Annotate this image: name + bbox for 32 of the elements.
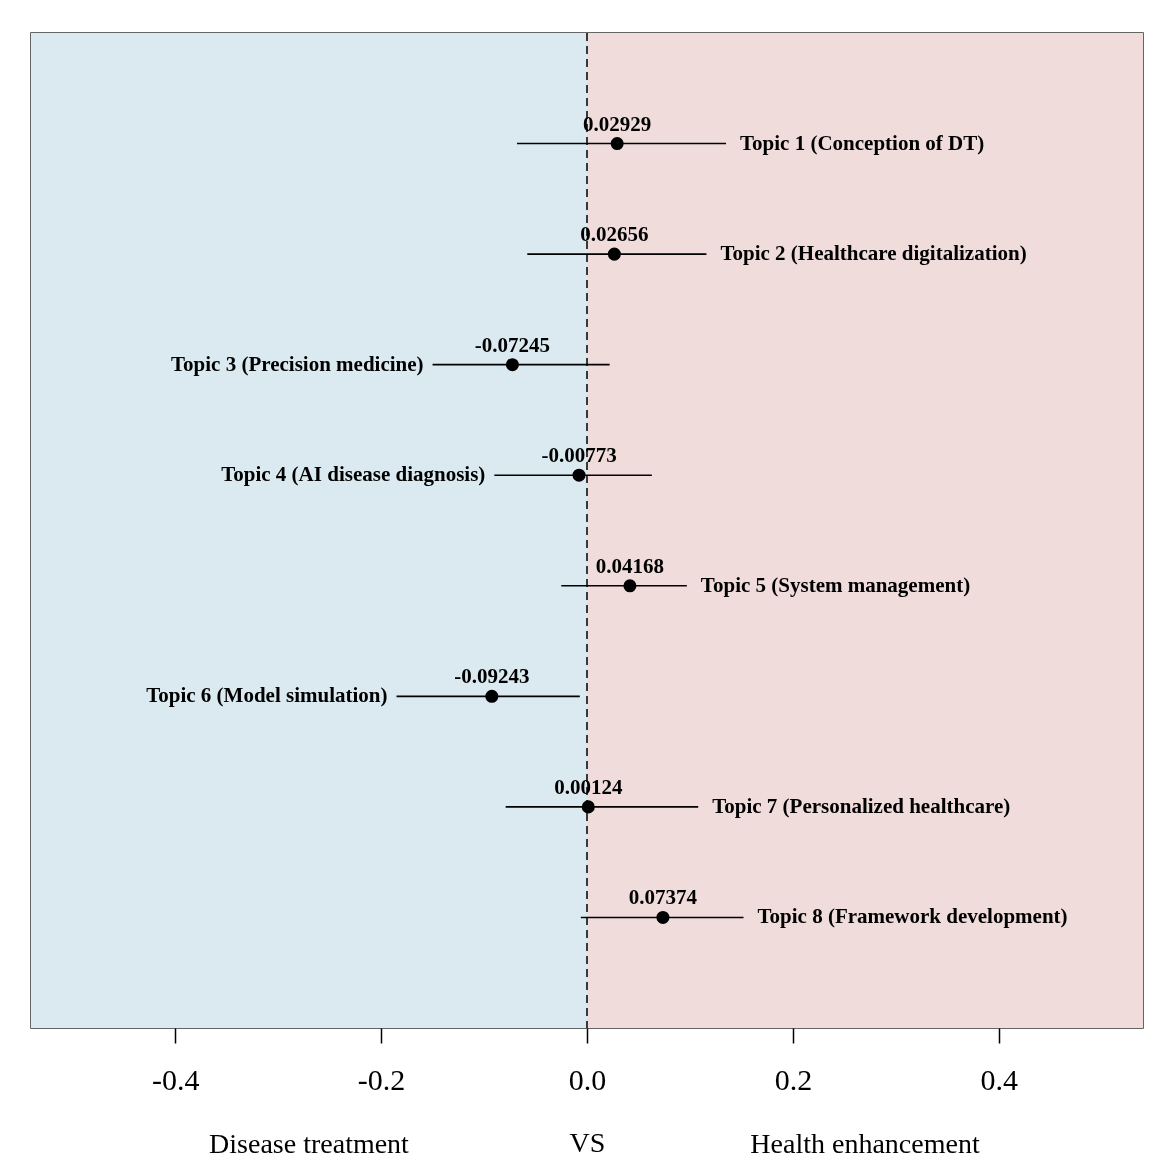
point	[656, 910, 670, 924]
y-tick-label: Topic 3 (Precision medicine)	[170, 351, 424, 376]
x-axis-title: VS	[569, 1126, 606, 1158]
x-tick-label: 0.4	[980, 1062, 1019, 1096]
point	[610, 137, 624, 151]
data-label: -0.09243	[454, 664, 530, 689]
data-label: 0.02929	[583, 111, 652, 136]
point	[572, 468, 586, 482]
y-tick-label: Topic 1 (Conception of DT)	[740, 130, 985, 155]
y-tick-label: Topic 6 (Model simulation)	[146, 683, 388, 708]
x-tick-label: -0.2	[357, 1062, 406, 1096]
data-label: -0.00773	[541, 443, 617, 468]
point	[485, 689, 499, 703]
data-label: 0.00124	[554, 774, 623, 799]
x-tick-label: 0.0	[568, 1062, 607, 1096]
text: Disease treatment	[209, 1128, 410, 1159]
x-tick-label: 0.2	[774, 1062, 813, 1096]
point	[607, 247, 621, 261]
data-label: 0.02656	[580, 222, 649, 247]
x-tick-label: -0.4	[151, 1062, 200, 1096]
y-tick-label: Topic 5 (System management)	[700, 572, 971, 597]
data-label: -0.07245	[474, 332, 551, 357]
data-label: 0.04168	[595, 553, 665, 578]
text: Health enhancement	[750, 1128, 980, 1159]
data-label: 0.07374	[628, 885, 698, 910]
y-tick-label: Topic 2 (Healthcare digitalization)	[720, 241, 1027, 266]
y-tick-label: Topic 4 (AI disease diagnosis)	[221, 462, 486, 487]
y-tick-label: Topic 7 (Personalized healthcare)	[712, 793, 1011, 818]
point	[505, 358, 519, 372]
point	[623, 579, 637, 593]
point	[581, 800, 595, 814]
y-tick-label: Topic 8 (Framework development)	[757, 904, 1068, 929]
